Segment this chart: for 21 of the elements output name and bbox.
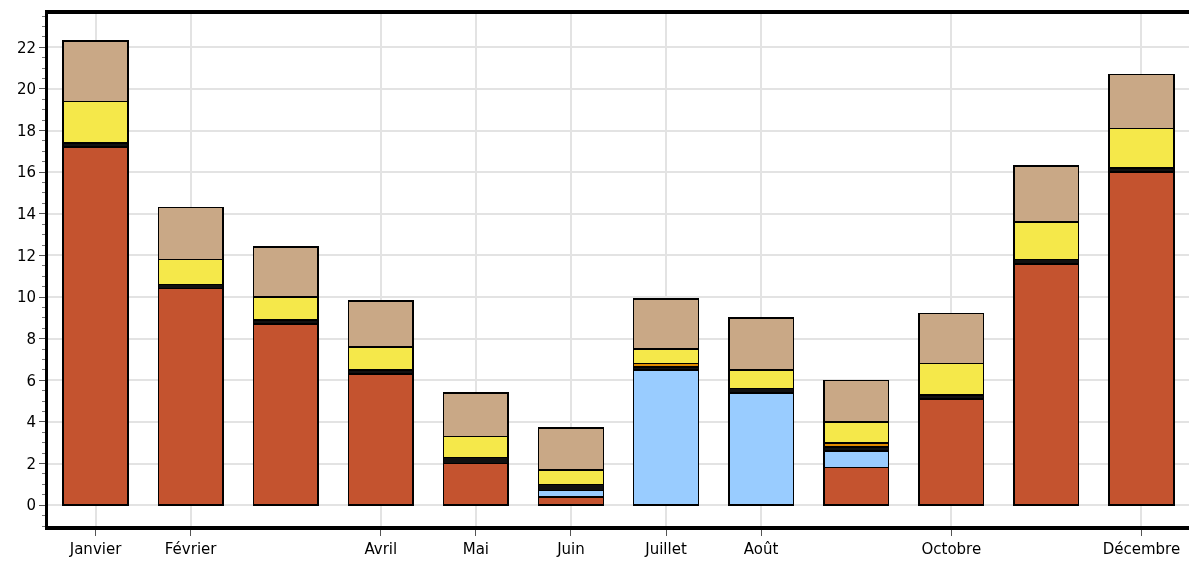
x-tick-label: Janvier: [68, 540, 123, 558]
x-tick-label: Mai: [462, 540, 490, 558]
y-tick-label: 8: [26, 329, 36, 348]
y-tick-label: 4: [26, 413, 36, 432]
x-tick-label: Août: [743, 540, 779, 558]
y-tick-label: 20: [16, 80, 36, 99]
y-tick-label: 16: [16, 163, 36, 182]
y-tick-label: 22: [16, 38, 36, 57]
y-tick-label: 2: [26, 454, 36, 473]
y-tick-label: 18: [16, 121, 36, 140]
y-tick-label: 0: [26, 496, 36, 515]
y-tick-label: 6: [26, 371, 36, 390]
x-tick-label: Juillet: [644, 540, 687, 558]
x-tick-label: Avril: [364, 540, 398, 558]
x-tick-label: Octobre: [921, 540, 982, 558]
x-tick-label: Juin: [556, 540, 585, 558]
y-tick-label: 14: [16, 205, 36, 224]
x-tick-label: Décembre: [1102, 540, 1181, 558]
y-tick-label: 10: [16, 288, 36, 307]
y-tick-label: 12: [16, 246, 36, 265]
x-tick-label: Février: [164, 540, 218, 558]
